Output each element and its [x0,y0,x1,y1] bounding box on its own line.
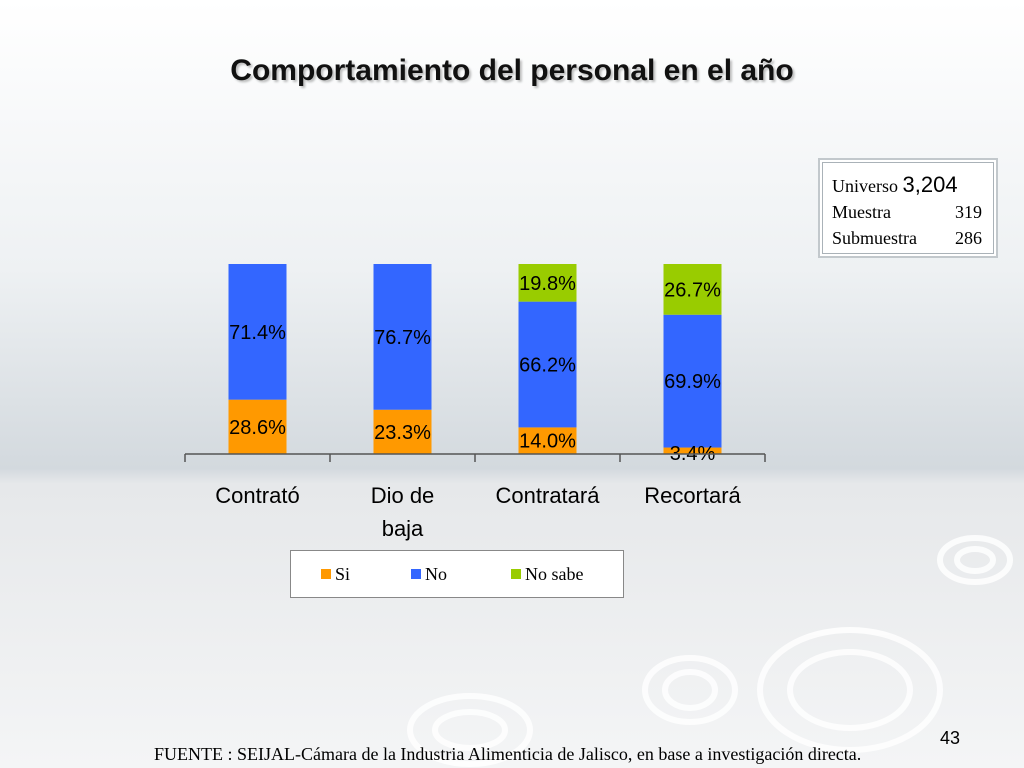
bar-recortara-si [663,447,722,454]
legend-item-si: Si [321,564,411,585]
data-label-recortara-no: 69.9% [664,371,721,393]
slide-title: Comportamiento del personal en el año [230,54,794,87]
category-label-contrato: Contrató [215,483,299,508]
info-value-universo: 3,204 [902,172,958,197]
legend-item-no-sabe: No sabe [511,564,583,585]
category-label-dio-de-baja: Dio de baja [371,483,435,541]
legend-label-si: Si [335,563,351,584]
category-label-contratara: Contratará [496,483,601,508]
bar-recortara-no-sabe [663,264,722,315]
page-number: 43 [940,728,961,748]
legend-swatch-si [321,569,331,579]
info-row-universo: Universo 3,204 [832,172,982,199]
legend-label-no-sabe: No sabe [525,563,584,584]
legend-swatch-no-sabe [511,569,521,579]
info-label-muestra: Muestra [832,202,891,222]
info-value-muestra: 319 [955,202,982,222]
bar-contratara-no-sabe [518,264,577,302]
info-row-submuestra: Submuestra 286 [832,225,982,251]
data-label-contratara-no: 66.2% [519,355,576,377]
legend-item-no: No [411,564,511,585]
info-row-muestra: Muestra 319 [832,199,982,225]
bar-contratara-si [518,427,577,454]
source-note: FUENTE : SEIJAL-Cámara de la Industria A… [154,744,862,764]
data-label-contrato-si: 28.6% [229,417,286,439]
bar-contrato-si [228,399,287,454]
info-label-universo: Universo [832,176,898,196]
bar-contrato-no [228,264,287,400]
bar-dio-de-baja-no [373,264,432,410]
legend-label-no: No [425,563,447,584]
data-label-dio-de-baja-si: 23.3% [374,422,431,444]
category-label-recortara: Recortará [644,483,741,508]
legend-swatch-no [411,569,421,579]
chart-legend: Si No No sabe [290,550,624,598]
data-label-contratara-si: 14.0% [519,431,576,453]
info-value-submuestra: 286 [955,228,982,248]
bar-contratara-no [518,301,577,428]
data-label-contrato-no: 71.4% [229,322,286,344]
data-label-contratara-no-sabe: 19.8% [519,273,576,295]
sample-info-box: Universo 3,204 Muestra 319 Submuestra 28… [818,158,998,258]
bar-recortara-no [663,314,722,448]
info-label-submuestra: Submuestra [832,228,917,248]
bar-dio-de-baja-si [373,409,432,454]
data-label-recortara-no-sabe: 26.7% [664,279,721,301]
data-label-dio-de-baja-no: 76.7% [374,327,431,349]
